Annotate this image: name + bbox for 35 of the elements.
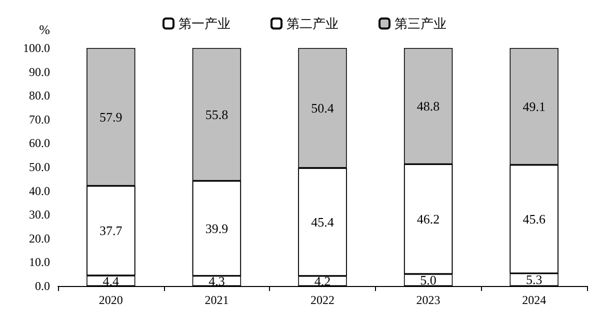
data-label: 45.6	[522, 212, 546, 227]
legend-label: 第一产业	[178, 16, 230, 31]
x-tick-label: 2022	[310, 293, 334, 307]
y-axis-title: %	[39, 22, 50, 37]
y-tick-label: 100.0	[23, 41, 50, 55]
y-tick-label: 60.0	[29, 136, 50, 150]
y-tick-label: 0.0	[35, 279, 50, 293]
y-tick-label: 20.0	[29, 231, 50, 246]
y-tick-label: 50.0	[29, 160, 50, 174]
y-tick-label: 10.0	[29, 255, 50, 270]
y-tick-label: 90.0	[29, 64, 50, 79]
x-tick-label: 2021	[204, 293, 229, 307]
data-label: 39.9	[205, 220, 228, 236]
data-label: 57.9	[100, 109, 122, 124]
y-tick-label: 80.0	[29, 88, 50, 103]
data-label: 48.8	[416, 98, 440, 114]
legend-label: 第二产业	[286, 16, 338, 31]
x-tick-label: 2023	[416, 293, 440, 307]
legend-label: 第三产业	[394, 16, 446, 31]
data-label: 50.4	[311, 100, 334, 116]
y-tick-label: 70.0	[29, 112, 50, 126]
x-tick-label: 2024	[522, 293, 546, 307]
y-tick-label: 30.0	[29, 208, 50, 222]
y-tick-label: 40.0	[29, 184, 50, 198]
data-label: 46.2	[416, 212, 440, 227]
data-label: 49.1	[522, 98, 546, 114]
data-label: 37.7	[100, 223, 123, 238]
data-label: 4.4	[102, 273, 120, 288]
x-tick-label: 2020	[98, 293, 123, 307]
data-label: 5.3	[526, 272, 542, 288]
data-label: 45.4	[311, 214, 334, 230]
data-label: 55.8	[205, 106, 228, 122]
data-label: 4.2	[314, 274, 331, 288]
data-label: 4.3	[208, 273, 225, 288]
data-label: 5.0	[420, 272, 436, 288]
